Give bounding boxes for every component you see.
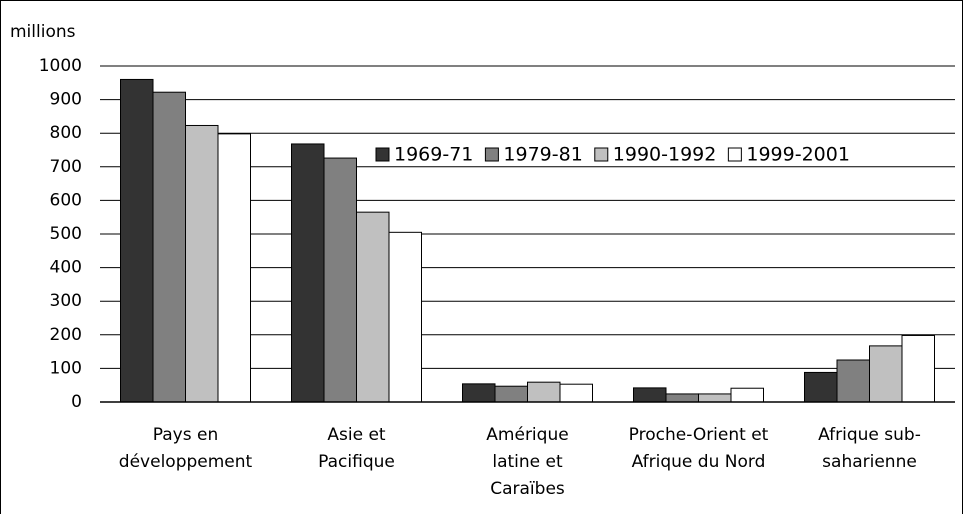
bar bbox=[185, 124, 219, 403]
y-tick-label: 200 bbox=[50, 325, 82, 345]
y-tick-label: 800 bbox=[50, 123, 82, 143]
y-tick-label: 100 bbox=[50, 358, 82, 378]
bar bbox=[462, 383, 496, 403]
bar bbox=[559, 383, 593, 403]
legend-label: 1999-2001 bbox=[746, 144, 850, 166]
bar bbox=[323, 157, 357, 403]
bar bbox=[869, 345, 903, 403]
y-tick-label: 700 bbox=[50, 157, 82, 177]
legend-swatch bbox=[594, 147, 609, 162]
x-tick-label: Asie et Pacifique bbox=[318, 425, 395, 472]
bar bbox=[388, 231, 422, 403]
bar bbox=[291, 143, 325, 403]
y-tick-label: 500 bbox=[50, 224, 82, 244]
bar bbox=[901, 334, 935, 403]
y-tick-label: 400 bbox=[50, 258, 82, 278]
bar bbox=[633, 387, 667, 403]
x-tick-label: Pays en développement bbox=[118, 425, 253, 472]
legend-swatch bbox=[375, 147, 390, 162]
bar bbox=[152, 91, 186, 403]
y-tick-label: 300 bbox=[50, 291, 82, 311]
y-tick-label: 900 bbox=[50, 90, 82, 110]
legend-swatch bbox=[727, 147, 742, 162]
x-tick-label: Amérique latine et Caraïbes bbox=[486, 425, 569, 499]
bar bbox=[665, 393, 699, 403]
bar bbox=[217, 133, 251, 403]
x-tick-label: Proche-Orient et Afrique du Nord bbox=[628, 425, 769, 472]
legend-label: 1990-1992 bbox=[613, 144, 717, 166]
legend-swatch bbox=[484, 147, 499, 162]
bar bbox=[494, 385, 528, 403]
bar bbox=[120, 78, 154, 403]
y-unit-label: millions bbox=[10, 22, 76, 42]
bar bbox=[836, 359, 870, 403]
y-tick-label: 0 bbox=[71, 392, 82, 412]
legend-label: 1969-71 bbox=[394, 144, 473, 166]
bar bbox=[804, 371, 838, 403]
y-tick-label: 600 bbox=[50, 190, 82, 210]
bar bbox=[730, 387, 764, 403]
legend-label: 1979-81 bbox=[503, 144, 582, 166]
bar bbox=[698, 393, 732, 403]
y-tick-label: 1000 bbox=[39, 56, 82, 76]
bar bbox=[356, 211, 390, 403]
x-tick-label: Afrique sub- saharienne bbox=[818, 425, 921, 472]
bar bbox=[527, 381, 561, 403]
